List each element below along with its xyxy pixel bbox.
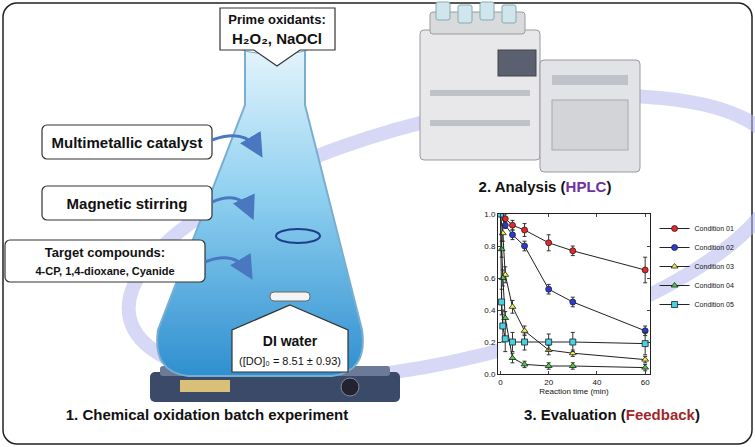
svg-text:1.0: 1.0 (484, 210, 496, 219)
svg-text:Condition 03: Condition 03 (695, 263, 734, 270)
svg-text:Reaction time (min): Reaction time (min) (539, 387, 609, 396)
svg-text:20: 20 (544, 378, 553, 387)
svg-text:60: 60 (641, 378, 650, 387)
svg-text:0.4: 0.4 (484, 306, 496, 315)
svg-text:Condition 04: Condition 04 (695, 282, 734, 289)
svg-text:([DO]₀ = 8.51 ± 0.93): ([DO]₀ = 8.51 ± 0.93) (239, 355, 341, 367)
svg-text:Prime oxidants:: Prime oxidants: (228, 12, 326, 27)
svg-text:4-CP, 1,4-dioxane, Cyanide: 4-CP, 1,4-dioxane, Cyanide (35, 265, 174, 277)
svg-text:Condition 02: Condition 02 (695, 244, 734, 251)
svg-text:0.6: 0.6 (484, 274, 496, 283)
svg-text:0: 0 (498, 378, 503, 387)
svg-text:Multimetallic catalyst: Multimetallic catalyst (52, 134, 203, 151)
svg-text:Condition 01: Condition 01 (695, 225, 734, 232)
svg-text:Target compounds:: Target compounds: (45, 245, 165, 260)
svg-text:H₂O₂, NaOCl: H₂O₂, NaOCl (232, 30, 322, 47)
svg-text:1. Chemical oxidation batch ex: 1. Chemical oxidation batch experiment (66, 406, 349, 423)
svg-text:40: 40 (592, 378, 601, 387)
svg-text:Magnetic stirring: Magnetic stirring (67, 195, 188, 212)
svg-text:0.2: 0.2 (484, 338, 496, 347)
svg-text:DI water: DI water (263, 333, 318, 349)
svg-text:2. Analysis (HPLC): 2. Analysis (HPLC) (479, 178, 612, 195)
svg-text:0.0: 0.0 (484, 370, 496, 379)
svg-text:3. Evaluation (Feedback): 3. Evaluation (Feedback) (524, 406, 700, 423)
svg-text:Condition 05: Condition 05 (695, 301, 734, 308)
svg-text:0.8: 0.8 (484, 242, 496, 251)
